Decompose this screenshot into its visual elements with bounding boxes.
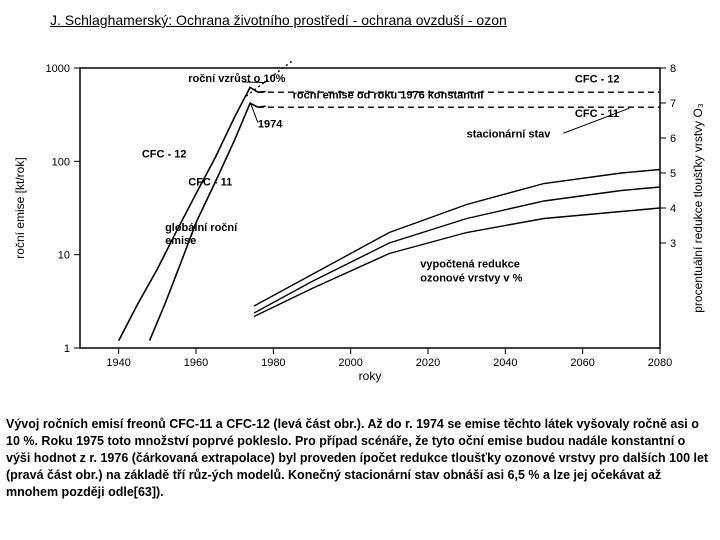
chart-svg: 1940 1960 1980 2000 2020 2040 2060 2080 roky 1 10 1… [0, 28, 720, 408]
svg-text:2080: 2080 [648, 357, 672, 369]
svg-text:vypočtená redukce: vypočtená redukce [420, 259, 520, 271]
svg-text:roční emise [kt/rok]: roční emise [kt/rok] [13, 157, 27, 258]
svg-text:CFC - 11: CFC - 11 [188, 177, 232, 189]
svg-text:2020: 2020 [416, 357, 440, 369]
svg-text:procentuální redukce tloušťky: procentuální redukce tloušťky vrstvy O₃ [691, 103, 705, 313]
svg-text:CFC - 11: CFC - 11 [575, 108, 619, 120]
svg-text:emise: emise [165, 235, 196, 247]
svg-text:10: 10 [58, 250, 70, 262]
svg-text:CFC - 12: CFC - 12 [142, 148, 187, 160]
page-title: J. Schlaghamerský: Ochrana životního pro… [0, 0, 720, 28]
svg-text:1974: 1974 [258, 119, 283, 131]
svg-text:1960: 1960 [184, 357, 208, 369]
svg-text:CFC - 12: CFC - 12 [575, 73, 620, 85]
svg-text:1980: 1980 [261, 357, 285, 369]
svg-text:roky: roky [359, 369, 382, 383]
chart-area: 1940 1960 1980 2000 2020 2040 2060 2080 roky 1 10 1… [0, 28, 720, 408]
svg-text:roční emise od roku 1976 konst: roční emise od roku 1976 konstantní [293, 90, 485, 102]
svg-text:2000: 2000 [338, 357, 362, 369]
svg-text:7: 7 [670, 98, 676, 110]
svg-text:1: 1 [64, 343, 70, 355]
svg-text:5: 5 [670, 168, 676, 180]
svg-text:100: 100 [52, 156, 70, 168]
svg-text:6: 6 [670, 133, 676, 145]
svg-text:2040: 2040 [493, 357, 517, 369]
svg-text:4: 4 [670, 203, 676, 215]
svg-text:2060: 2060 [570, 357, 594, 369]
caption-text: Vývoj ročních emisí freonů CFC-11 a CFC-… [0, 408, 720, 500]
svg-text:roční vzrůst o 10%: roční vzrůst o 10% [188, 73, 285, 85]
svg-text:1940: 1940 [106, 357, 130, 369]
svg-text:8: 8 [670, 63, 676, 75]
svg-text:1000: 1000 [46, 63, 70, 75]
svg-text:globální roční: globální roční [165, 222, 238, 234]
svg-text:stacionární stav: stacionární stav [467, 129, 552, 141]
svg-text:3: 3 [670, 238, 676, 250]
svg-text:ozonové vrstvy v %: ozonové vrstvy v % [420, 273, 522, 285]
